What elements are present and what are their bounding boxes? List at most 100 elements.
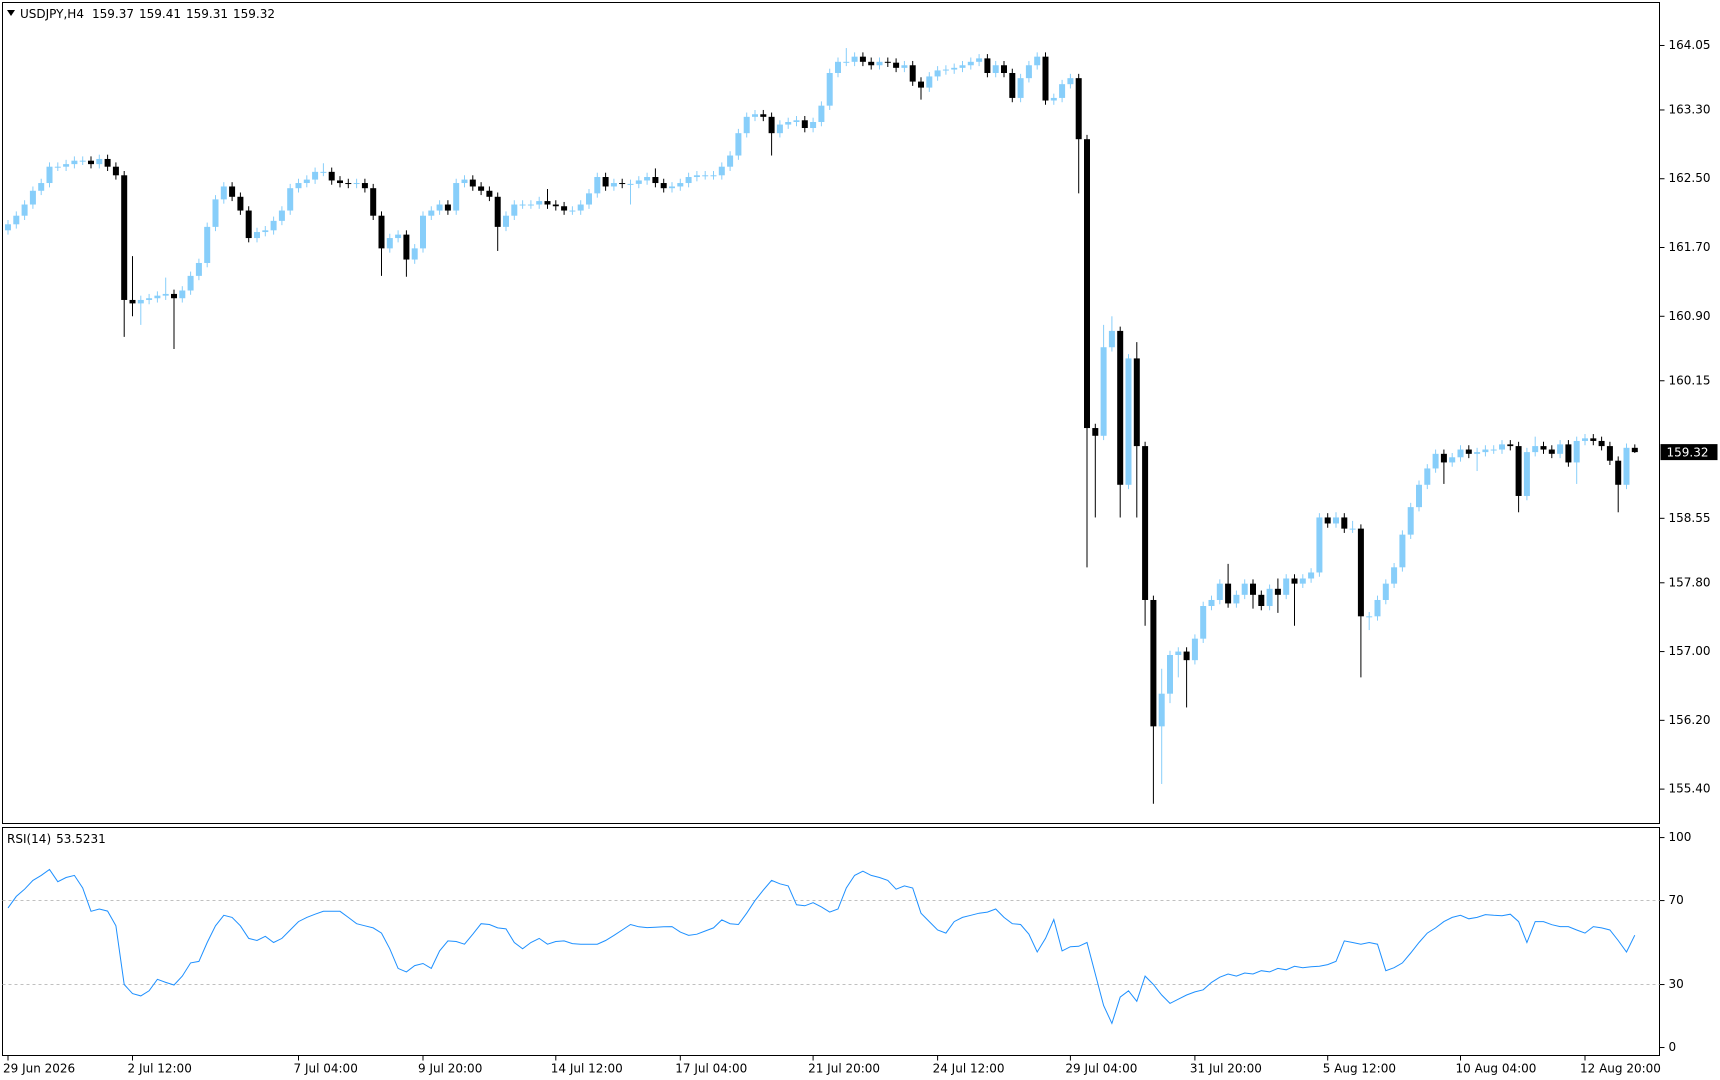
candle-body (868, 61, 875, 66)
candle-body (88, 160, 94, 165)
candle-body (1357, 528, 1364, 617)
candle-body (1034, 56, 1041, 66)
candle-body (1133, 358, 1140, 447)
x-tick-label: 21 Jul 20:00 (808, 1062, 880, 1076)
x-tick-label: 7 Jul 04:00 (294, 1062, 358, 1076)
candle-body (254, 232, 260, 239)
candle-body (1333, 517, 1339, 524)
candle-body (1573, 440, 1580, 463)
candle-body (237, 196, 244, 211)
candle-body (1216, 583, 1223, 600)
candle-body (1241, 583, 1248, 595)
candle-body (63, 164, 70, 167)
candle-body (552, 204, 559, 207)
candle-body (71, 160, 78, 165)
candle-body (337, 180, 343, 184)
candle-body (1283, 578, 1290, 595)
candle-body (984, 58, 991, 73)
candle-body (1266, 588, 1273, 606)
candle-body (461, 179, 468, 184)
candle-body (619, 183, 626, 185)
candle-body (278, 210, 285, 221)
x-tick-label: 29 Jul 04:00 (1065, 1062, 1137, 1076)
candle-body (1366, 616, 1373, 618)
candle-body (1465, 449, 1472, 454)
candle-body (436, 204, 443, 211)
candle-body (1449, 457, 1456, 463)
x-tick-label: 2 Jul 12:00 (128, 1062, 192, 1076)
candle-body (660, 183, 667, 189)
candle-body (909, 65, 916, 82)
candle-body (1482, 449, 1489, 453)
x-tick-label: 31 Jul 20:00 (1190, 1062, 1262, 1076)
candle-body (1200, 605, 1207, 639)
candle-body (204, 226, 211, 263)
candle-body (1150, 599, 1157, 727)
candle-body (1507, 444, 1514, 447)
candle-body (1208, 599, 1215, 606)
candle-body (718, 166, 725, 176)
candle-body (1582, 438, 1588, 441)
x-tick-label: 12 Aug 20:00 (1580, 1062, 1661, 1076)
candle-body (1050, 97, 1057, 101)
last-high: 159.41 (139, 7, 181, 21)
candle-body (1382, 583, 1389, 600)
candle-body (536, 201, 543, 205)
candle-body (884, 61, 891, 63)
candle-body (38, 183, 45, 191)
candle-body (1117, 330, 1124, 485)
y-tick-label: 160.15 (1669, 373, 1711, 387)
candle-body (1457, 449, 1464, 458)
y-tick-label: 156.20 (1669, 713, 1711, 727)
candle-body (428, 210, 435, 216)
candle-body (710, 175, 717, 177)
candle-body (1100, 347, 1107, 436)
candle-body (1175, 651, 1182, 656)
candle-body (1009, 72, 1016, 98)
candle-body (195, 262, 202, 276)
candle-body (21, 204, 28, 216)
x-tick-label: 29 Jun 2026 (3, 1062, 75, 1076)
candle-body (79, 160, 86, 162)
candle-body (893, 62, 900, 68)
candle-body (826, 72, 833, 106)
last-open: 159.37 (92, 7, 134, 21)
candle-body (992, 65, 999, 73)
candle-body (1059, 84, 1066, 98)
candle-body (785, 121, 792, 125)
candle-body (1067, 78, 1074, 85)
candle-body (46, 166, 53, 184)
candle-body (644, 177, 651, 181)
candle-body (752, 114, 758, 117)
candle-body (96, 158, 103, 165)
candle-body (245, 210, 252, 239)
candle-body (1158, 693, 1165, 727)
candle-body (810, 121, 817, 129)
candle-body (959, 65, 966, 68)
candle-body (1167, 655, 1173, 694)
candle-body (511, 204, 518, 216)
candle-body (735, 133, 742, 156)
candle-body (776, 124, 783, 134)
y-tick-label: 157.80 (1669, 575, 1711, 589)
candle-body (370, 188, 377, 216)
candle-body (403, 234, 410, 260)
y-tick-label: 157.00 (1669, 644, 1711, 658)
candle-body (727, 155, 734, 167)
candle-body (1084, 139, 1090, 429)
candle-body (1308, 572, 1315, 579)
candle-body (918, 81, 924, 88)
candle-body (1125, 358, 1132, 485)
x-tick-label: 24 Jul 12:00 (933, 1062, 1005, 1076)
candle-body (386, 238, 393, 249)
candle-body (5, 224, 11, 231)
candle-body (669, 186, 675, 189)
candle-body (1499, 444, 1505, 450)
x-tick-label: 10 Aug 04:00 (1456, 1062, 1537, 1076)
rsi-title: RSI(14) (7, 832, 51, 846)
candle-body (328, 171, 335, 181)
candle-body (54, 166, 61, 168)
y-tick-label: 163.30 (1669, 102, 1711, 116)
candle-body (1349, 528, 1356, 530)
x-tick-label: 9 Jul 20:00 (418, 1062, 482, 1076)
